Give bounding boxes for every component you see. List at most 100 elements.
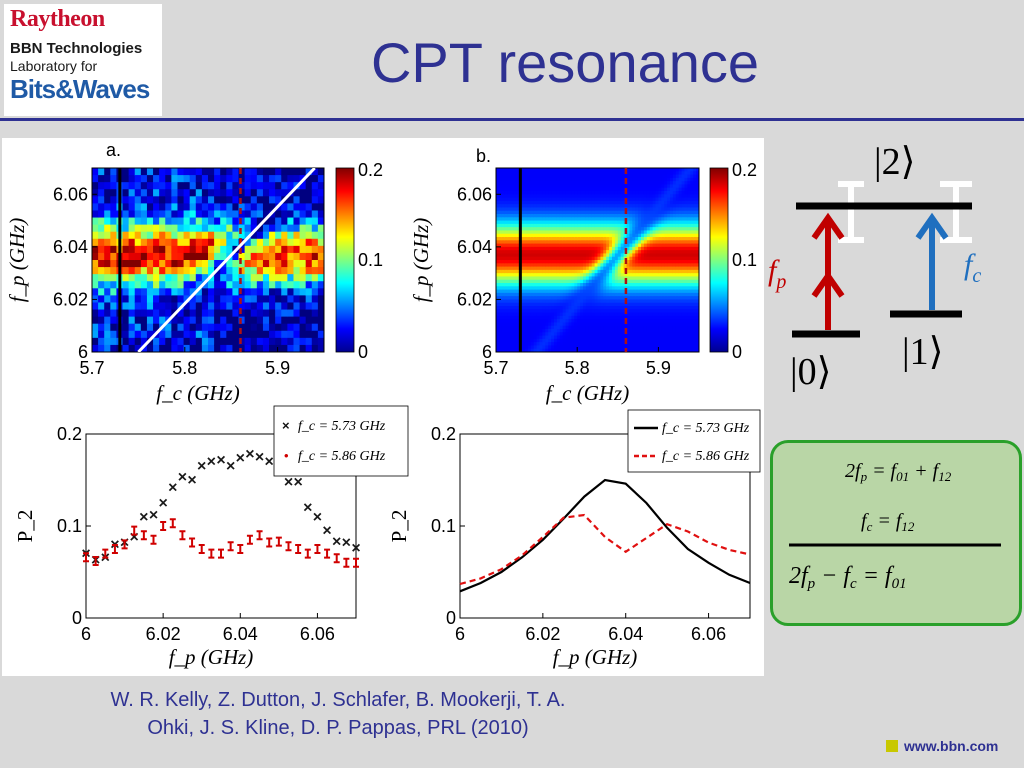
heatmap-cell <box>658 302 662 307</box>
heatmap-cell <box>609 227 613 232</box>
heatmap-cell <box>510 200 514 205</box>
heatmap-cell <box>571 256 575 261</box>
heatmap-cell <box>177 224 185 233</box>
heatmap-cell <box>226 224 234 233</box>
heatmap-cell <box>643 260 648 264</box>
heatmap-cell <box>672 194 677 199</box>
heatmap-cell <box>533 325 538 330</box>
heatmap-cell <box>510 233 514 238</box>
heatmap-cell <box>571 207 575 212</box>
heatmap-cell <box>551 292 555 297</box>
heatmap-cell <box>583 181 587 186</box>
heatmap-cell <box>214 274 221 282</box>
heatmap-cell <box>577 335 581 340</box>
heatmap-cell <box>220 175 227 183</box>
heatmap-cell <box>614 194 619 199</box>
heatmap-cell <box>536 243 541 248</box>
heatmap-cell <box>580 306 584 310</box>
heatmap-cell <box>658 279 662 284</box>
heatmap-cell <box>153 168 160 176</box>
heatmap-cell <box>542 204 546 209</box>
heatmap-cell <box>525 263 529 268</box>
heatmap-cell <box>667 171 671 176</box>
heatmap-cell <box>606 220 610 225</box>
heatmap-cell <box>536 246 541 251</box>
heatmap-cell <box>690 296 694 301</box>
heatmap-cell <box>687 200 691 205</box>
heatmap-cell <box>165 168 172 176</box>
heatmap-cell <box>597 296 601 301</box>
heatmap-cell <box>594 220 599 225</box>
heatmap-cell <box>565 246 570 251</box>
heatmap-cell <box>516 223 520 228</box>
heatmap-cell <box>536 273 541 278</box>
heatmap-cell <box>661 243 665 248</box>
colorbar-b-tick-min: 0 <box>732 342 742 362</box>
heatmap-cell <box>554 240 558 245</box>
heatmap-cell <box>548 171 552 176</box>
heatmap-cell <box>545 342 549 347</box>
heatmap-cell <box>675 338 680 343</box>
heatmap-cell <box>655 223 659 228</box>
heatmap-cell <box>655 332 659 337</box>
heatmap-cell <box>594 260 599 264</box>
heatmap-cell <box>641 197 645 202</box>
heatmap-cell <box>638 289 642 294</box>
heatmap-cell <box>649 181 654 186</box>
heatmap-cell <box>603 322 607 327</box>
heatmap-cell <box>536 250 541 255</box>
heatmap-cell <box>580 253 584 258</box>
heatmap-cell <box>603 246 607 251</box>
heatmap-cell <box>498 266 503 271</box>
heatmap-cell <box>159 224 166 233</box>
heatmap-cell <box>681 283 686 287</box>
heatmap-cell <box>496 223 500 228</box>
heatmap-cell <box>672 250 677 255</box>
heatmap-cell <box>220 274 227 282</box>
heatmap-cell <box>626 243 630 248</box>
heatmap-cell <box>539 260 543 264</box>
heatmap-cell <box>159 344 166 352</box>
heatmap-cell <box>504 214 509 218</box>
heatmap-cell <box>565 168 570 172</box>
heatmap-cell <box>232 238 240 247</box>
heatmap-cell <box>498 289 503 294</box>
heatmap-cell <box>603 329 607 333</box>
heatmap-cell <box>681 286 686 291</box>
heatmap-cell <box>603 345 607 350</box>
heatmap-cell <box>591 253 596 258</box>
heatmap-cell <box>681 312 686 317</box>
heatmap-cell <box>542 283 546 287</box>
heatmap-cell <box>643 184 648 189</box>
heatmap-cell <box>548 332 552 337</box>
heatmap-cell <box>690 168 694 172</box>
heatmap-cell <box>629 227 633 232</box>
heatmap-cell <box>594 168 599 172</box>
heatmap-cell <box>626 276 630 281</box>
heatmap-cell <box>525 348 529 352</box>
heatmap-cell <box>554 191 558 195</box>
heatmap-cell <box>652 237 657 241</box>
heatmap-cell <box>554 171 558 176</box>
heatmap-cell <box>585 269 590 274</box>
heatmap-cell <box>603 260 607 264</box>
heatmap-cell <box>527 283 532 287</box>
heatmap-cell <box>609 243 613 248</box>
heatmap-cell <box>299 182 307 190</box>
heatmap-cell <box>588 345 593 350</box>
heatmap-cell <box>516 299 520 304</box>
heatmap-cell <box>496 214 500 218</box>
heatmap-cell <box>603 263 607 268</box>
heatmap-a-axes: 5.7 5.8 5.966.026.046.06f_c (GHz)f_p (GHz) <box>5 184 290 405</box>
heatmap-cell <box>667 220 671 225</box>
heatmap-cell <box>104 267 111 275</box>
heatmap-cell <box>140 260 148 268</box>
heatmap-cell <box>214 210 221 219</box>
heatmap-cell <box>684 319 688 324</box>
heatmap-cell <box>641 184 645 189</box>
heatmap-cell <box>585 243 590 248</box>
heatmap-cell <box>498 233 503 238</box>
heatmap-cell <box>658 289 662 294</box>
heatmap-cell <box>525 200 529 205</box>
heatmap-cell <box>672 319 677 324</box>
